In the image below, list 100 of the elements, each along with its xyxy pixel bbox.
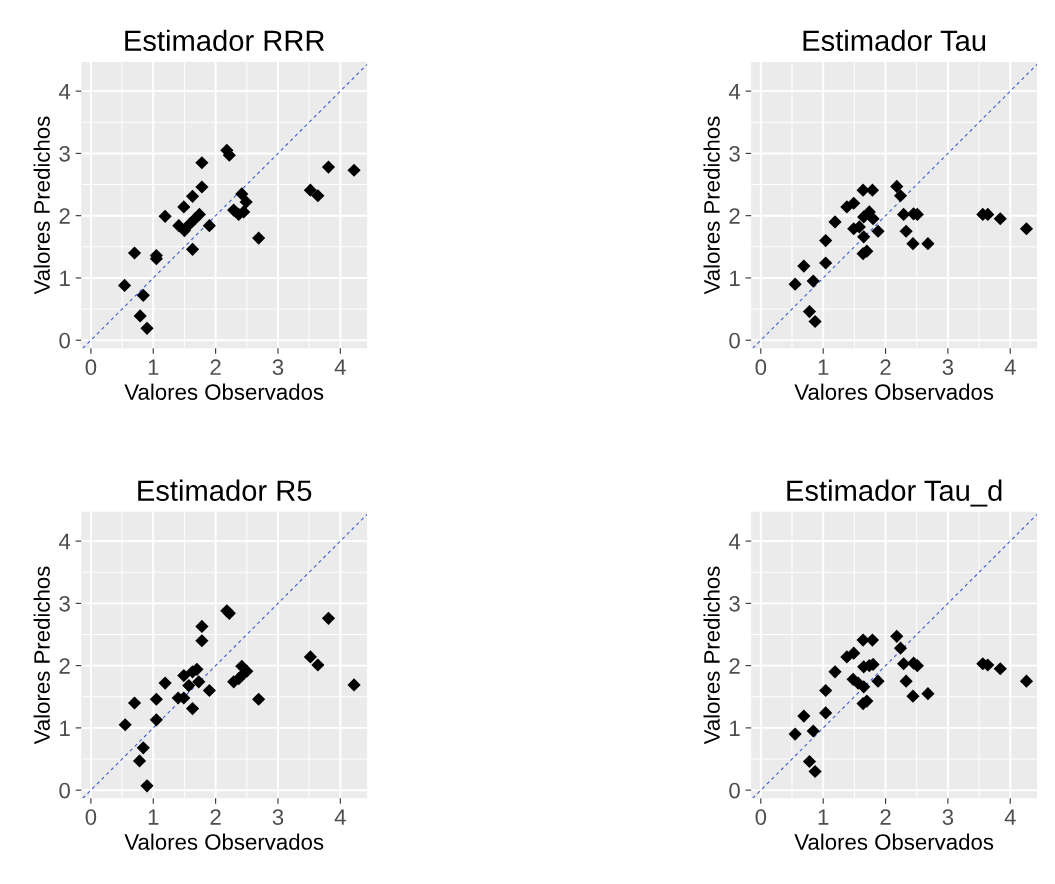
point — [808, 764, 822, 779]
point — [897, 657, 911, 671]
point — [906, 237, 920, 251]
point — [303, 650, 317, 664]
x-tick-label: 4 — [334, 359, 346, 375]
point — [897, 207, 911, 222]
point — [993, 662, 1007, 676]
point — [192, 207, 206, 222]
x-tick-label: 2 — [880, 359, 891, 375]
point — [185, 242, 200, 256]
point — [127, 696, 142, 710]
y-tick-label: 3 — [729, 145, 740, 162]
point — [899, 674, 913, 688]
y-tick-label: 0 — [729, 332, 740, 349]
x-tick-label: 0 — [85, 809, 97, 825]
point — [158, 209, 172, 223]
point — [1019, 222, 1034, 236]
point — [177, 200, 191, 214]
y-tick-label: 1 — [730, 270, 740, 286]
point — [802, 304, 817, 319]
point — [893, 189, 908, 203]
point — [136, 288, 150, 302]
point — [303, 183, 317, 197]
point — [993, 212, 1007, 226]
point — [857, 230, 871, 244]
point — [847, 646, 861, 660]
y-tick-label: 1 — [60, 720, 70, 736]
x-tick-label: 3 — [272, 809, 284, 825]
x-tick-label: 1 — [148, 359, 159, 375]
y-tick-label: 3 — [729, 595, 740, 612]
point — [117, 278, 132, 292]
point — [177, 669, 191, 683]
point — [819, 233, 833, 248]
x-tick-label: 3 — [942, 809, 954, 825]
point — [890, 179, 904, 193]
point — [1019, 674, 1034, 688]
point — [252, 231, 266, 245]
x-tick-label: 1 — [148, 809, 159, 825]
x-axis-title: Valores Observados — [794, 383, 994, 400]
chart-title: Estimador R5 — [138, 479, 312, 502]
point — [893, 641, 908, 655]
chart-title: Estimador Tau_d — [787, 479, 1002, 507]
y-tick-label: 4 — [728, 533, 741, 550]
x-tick-label: 0 — [85, 359, 97, 376]
point — [195, 619, 209, 633]
y-tick-label: 3 — [59, 595, 70, 612]
y-tick-label: 1 — [730, 720, 740, 736]
x-tick-label: 0 — [755, 809, 767, 825]
point — [185, 702, 200, 716]
point — [182, 678, 196, 693]
point — [819, 706, 833, 720]
point — [819, 683, 833, 698]
y-tick-label: 0 — [729, 782, 740, 799]
y-tick-label: 2 — [59, 208, 70, 224]
point — [235, 187, 249, 201]
point — [808, 314, 822, 329]
point — [871, 674, 885, 688]
point — [195, 156, 209, 170]
point — [192, 675, 206, 689]
y-axis-title: Valores Predichos — [33, 566, 50, 745]
y-tick-label: 0 — [59, 332, 70, 349]
point — [857, 680, 871, 694]
chart-title: Estimador RRR — [125, 29, 325, 52]
point — [865, 183, 880, 197]
x-axis-title: Valores Observados — [124, 383, 324, 400]
x-tick-label: 2 — [880, 809, 891, 825]
x-tick-label: 4 — [334, 809, 346, 825]
x-tick-label: 4 — [1004, 359, 1016, 375]
point — [347, 163, 361, 177]
point — [865, 633, 880, 647]
x-axis-title: Valores Observados — [124, 833, 324, 850]
point — [158, 676, 172, 690]
point — [202, 683, 216, 698]
x-tick-label: 0 — [755, 359, 767, 376]
y-tick-label: 2 — [59, 658, 70, 674]
x-tick-label: 2 — [210, 809, 221, 825]
y-tick-label: 2 — [729, 658, 740, 674]
y-tick-label: 0 — [59, 782, 70, 799]
point — [140, 321, 154, 335]
point — [921, 687, 935, 701]
point — [797, 259, 811, 273]
y-tick-label: 4 — [728, 83, 741, 100]
x-axis-title: Valores Observados — [794, 833, 994, 850]
point — [118, 718, 132, 732]
point — [819, 256, 833, 270]
point — [797, 709, 811, 723]
x-tick-label: 3 — [942, 359, 954, 376]
point — [127, 246, 142, 260]
point — [899, 224, 913, 238]
point — [788, 277, 802, 291]
point — [195, 180, 209, 194]
point — [906, 689, 920, 703]
y-tick-label: 4 — [58, 533, 71, 550]
y-tick-label: 3 — [59, 145, 70, 162]
point — [347, 678, 361, 692]
point — [828, 665, 842, 679]
point — [133, 309, 147, 323]
point — [202, 219, 216, 233]
x-tick-label: 1 — [818, 359, 829, 375]
point — [866, 212, 880, 226]
